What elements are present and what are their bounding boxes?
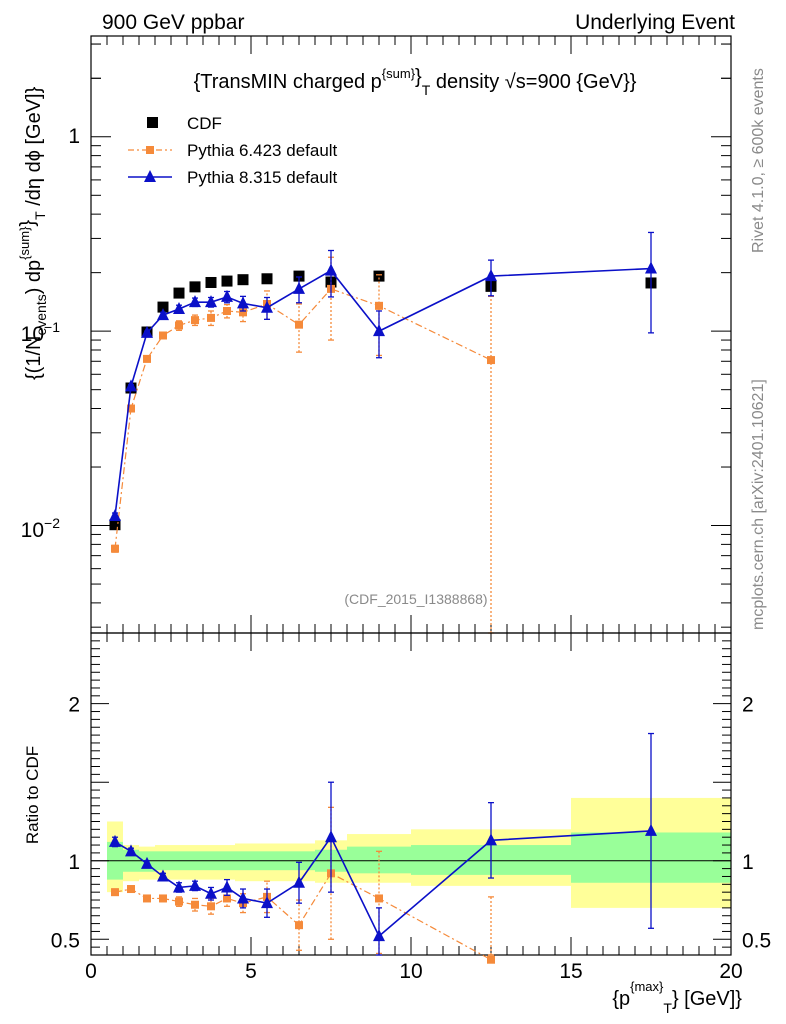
pythia8-marker-2 [141, 325, 153, 338]
pythia6-marker-13 [487, 356, 495, 365]
cdf-marker-12 [373, 270, 385, 282]
pythia6-marker-10 [295, 320, 303, 329]
pythia6-marker-4 [175, 321, 183, 330]
header-right: Underlying Event [575, 11, 735, 34]
legend-marker-pythia8 [144, 170, 156, 182]
ratio-ytick-label-right-1: 1 [742, 851, 754, 874]
pythia8-marker-6 [205, 295, 217, 308]
cdf-marker-8 [237, 274, 249, 286]
cdf-marker-4 [173, 287, 185, 299]
pythia6-marker-6 [207, 313, 215, 322]
pythia8-marker-11 [325, 263, 337, 276]
ratio-pythia8-marker-3 [157, 869, 169, 882]
ratio-pythia6-marker-1 [127, 885, 135, 894]
ratio-pythia8-marker-11 [325, 830, 337, 843]
cdf-marker-6 [205, 276, 217, 288]
cdf-marker-10 [293, 270, 305, 282]
ratio-ytick-label-1: 1 [68, 851, 80, 874]
ratio-ytick-label-right-0.5: 0.5 [742, 929, 771, 952]
ratio-panel: Ratio to CDF {p{max}T} [GeV]} 0 5 10 15 200.… [23, 632, 771, 1016]
main-ylabel: {(1/Nevents) dp{sum}}T /dη dϕ [GeV]} [17, 86, 49, 380]
ratio-pythia8-marker-0 [109, 834, 121, 847]
cdf-marker-3 [157, 301, 169, 313]
pythia8-marker-10 [293, 281, 305, 294]
legend-label-pythia8: Pythia 8.315 default [187, 168, 338, 187]
legend-marker-cdf [147, 117, 158, 128]
ratio-ytick-label-right-2: 2 [742, 694, 754, 717]
main-panel: {TransMIN charged p{sum}}T density √s=90… [17, 35, 732, 634]
mcplots-label: mcplots.cern.ch [arXiv:2401.10621] [750, 379, 767, 630]
ratio-pythia6-marker-12 [375, 894, 383, 903]
pythia6-marker-12 [375, 301, 383, 310]
ratio-pythia6-line [114, 872, 492, 961]
pythia8-marker-0 [109, 508, 121, 521]
ratio-pythia6-marker-10 [295, 921, 303, 930]
ratio-pythia6-marker-4 [175, 897, 183, 906]
ratio-bands [107, 797, 731, 908]
pythia8-marker-14 [645, 261, 657, 274]
ratio-pythia6-marker-0 [111, 888, 119, 897]
legend-label-cdf: CDF [187, 114, 222, 133]
legend-marker-pythia6 [146, 146, 154, 154]
pythia6-marker-5 [191, 316, 199, 325]
xtick-label-20: 20 [719, 960, 742, 983]
cdf-marker-9 [261, 273, 273, 285]
pythia8-marker-12 [373, 324, 385, 337]
ytick-label-1: 1 [68, 125, 80, 148]
pythia6-marker-0 [111, 544, 119, 553]
ratio-pythia8-marker-7 [221, 880, 233, 893]
cdf-marker-0 [109, 519, 121, 531]
ratio-pythia8-marker-8 [237, 891, 249, 904]
pythia8-marker-8 [237, 296, 249, 309]
ratio-pythia6-marker-7 [223, 894, 231, 903]
xtick-label-5: 5 [245, 960, 257, 983]
ytick-label-1e-2: 10−2 [21, 515, 61, 542]
pythia6-marker-2 [143, 354, 151, 363]
ytick-label-1e-1: 10−1 [21, 319, 61, 346]
ratio-pythia8-marker-14 [645, 823, 657, 836]
xtick-label-0: 0 [85, 960, 97, 983]
ratio-pythia8-marker-13 [485, 833, 497, 846]
ratio-pythia6-marker-13 [487, 955, 495, 964]
ratio-pythia6-marker-6 [207, 902, 215, 911]
pythia8-marker-5 [189, 295, 201, 308]
xaxis-label: {p{max}T} [GeV]} [612, 979, 742, 1016]
main-title: {TransMIN charged p{sum}}T density √s=90… [194, 66, 637, 98]
pythia8-marker-13 [485, 269, 497, 282]
xtick-label-10: 10 [399, 960, 422, 983]
ratio-ylabel: Ratio to CDF [23, 746, 42, 844]
ratio-pythia6-marker-3 [159, 894, 167, 903]
ratio-pythia8-marker-5 [189, 878, 201, 891]
ratio-pythia8-marker-12 [373, 929, 385, 942]
ratio-pythia6-marker-2 [143, 894, 151, 903]
ratio-pythia8-marker-2 [141, 856, 153, 869]
rivet-label: Rivet 4.1.0, ≥ 600k events [750, 68, 767, 253]
cdf-marker-7 [221, 275, 233, 287]
legend: CDF Pythia 6.423 default Pythia 8.315 de… [128, 114, 338, 187]
pythia6-marker-3 [159, 331, 167, 340]
ratio-pythia8-marker-1 [125, 844, 137, 857]
pythia6-marker-8 [239, 308, 247, 317]
analysis-watermark: (CDF_2015_I1388868) [344, 591, 487, 607]
pythia8-marker-1 [125, 379, 137, 392]
pythia8-marker-9 [261, 300, 273, 313]
ratio-pythia6-marker-5 [191, 900, 199, 909]
header-left: 900 GeV ppbar [102, 11, 244, 34]
pythia8-marker-3 [157, 308, 169, 321]
pythia6-marker-1 [127, 404, 135, 413]
xtick-label-15: 15 [559, 960, 582, 983]
pythia8-marker-7 [221, 289, 233, 302]
ratio-pythia8-marker-4 [173, 880, 185, 893]
legend-label-pythia6: Pythia 6.423 default [187, 141, 338, 160]
cdf-marker-5 [189, 281, 201, 293]
ratio-pythia8-marker-9 [261, 896, 273, 909]
ratio-pythia8-marker-10 [293, 875, 305, 888]
ratio-ytick-label-0.5: 0.5 [51, 929, 80, 952]
pythia8-marker-4 [173, 302, 185, 315]
ratio-ytick-label-2: 2 [68, 694, 80, 717]
ratio-pythia8-marker-6 [205, 886, 217, 899]
pythia6-marker-7 [223, 306, 231, 315]
